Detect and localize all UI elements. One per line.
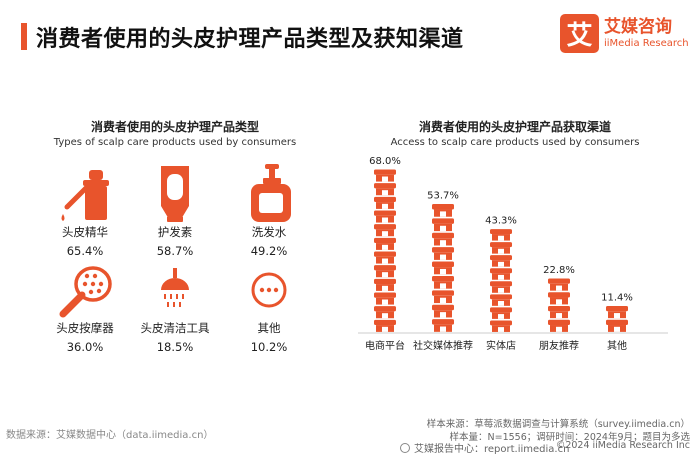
brand-name-en: iiMedia Research [604, 37, 689, 49]
product-item-other: 其他 10.2% [224, 264, 314, 354]
store-icon [548, 278, 570, 291]
store-icon [374, 278, 396, 291]
store-icon [548, 306, 570, 319]
store-icon [432, 275, 454, 289]
store-icon [432, 290, 454, 304]
product-value: 18.5% [156, 340, 194, 354]
store-icon [374, 237, 396, 250]
store-icon [490, 229, 512, 241]
store-icon [374, 265, 396, 278]
product-label: 其他 [257, 321, 281, 335]
store-icon [374, 169, 396, 182]
product-item-serum: 头皮精华 65.4% [40, 162, 130, 258]
store-icon [432, 232, 454, 246]
shower-head-icon [161, 268, 189, 307]
bar-2 [490, 229, 512, 332]
store-icon [432, 203, 454, 217]
store-icon [374, 251, 396, 264]
brand-logo: 艾 艾媒咨询 iiMedia Research [560, 14, 689, 53]
product-item-shampoo: 洗发水 49.2% [224, 162, 314, 258]
access-channel-chart: 68.0% 电商平台 53.7% 社交媒体推荐 43.3% 实体店 22.8% 朋友推荐 11.… [358, 156, 668, 352]
brand-name-cn: 艾媒咨询 [604, 16, 672, 37]
store-icon [606, 306, 628, 319]
scalp-massager-brush-icon [59, 266, 112, 318]
bar-4 [606, 306, 628, 332]
store-icon [374, 224, 396, 237]
store-icon [374, 210, 396, 223]
data-label: 68.0% [369, 156, 401, 167]
category-label: 社交媒体推荐 [413, 339, 473, 352]
store-icon [432, 247, 454, 260]
store-icon [490, 268, 512, 280]
category-label: 电商平台 [365, 339, 405, 352]
bar-3 [548, 278, 570, 332]
store-icon [490, 307, 512, 319]
product-value: 36.0% [66, 340, 104, 354]
store-icon [548, 292, 570, 305]
store-icon [490, 255, 512, 267]
sample-info: 样本量：N=1556；调研时间：2024年9月；题目为多选 [449, 432, 690, 443]
store-icon [490, 320, 512, 332]
store-icon [432, 304, 454, 318]
product-label: 洗发水 [251, 225, 287, 239]
category-label: 其他 [607, 339, 627, 352]
store-icon [374, 306, 396, 319]
serum-dropper-icon [61, 170, 109, 221]
bar-0 [374, 169, 396, 332]
store-icon [432, 319, 454, 332]
product-label: 头皮按摩器 [56, 321, 114, 335]
product-value: 58.7% [156, 244, 194, 258]
store-icon [490, 281, 512, 293]
product-value: 65.4% [66, 244, 104, 258]
chart-subtitle: Access to scalp care products used by co… [390, 137, 640, 148]
store-icon [548, 319, 570, 332]
product-value: 10.2% [250, 340, 288, 354]
data-label: 43.3% [485, 216, 517, 227]
shampoo-bottle-icon [251, 164, 291, 222]
store-icon [490, 242, 512, 254]
data-label: 22.8% [543, 265, 575, 276]
left-panel-title: 消费者使用的头皮护理产品类型 [90, 120, 259, 134]
data-label: 11.4% [601, 293, 633, 304]
store-icon [606, 319, 628, 332]
left-panel-subtitle: Types of scalp care products used by con… [53, 137, 297, 148]
store-icon [374, 292, 396, 305]
category-label: 实体店 [486, 339, 516, 352]
product-item-conditioner: 护发素 58.7% [130, 162, 220, 258]
store-icon [432, 218, 454, 232]
data-source: 数据来源：艾媒数据中心（data.iimedia.cn） [6, 430, 214, 441]
report-center: 艾媒报告中心：report.iimedia.cn [400, 440, 569, 455]
chart-title: 消费者使用的头皮护理产品获取渠道 [418, 120, 611, 134]
report-link-text: 艾媒报告中心：report.iimedia.cn [414, 444, 570, 455]
brand-mark-icon: 艾 [560, 14, 599, 53]
category-label: 朋友推荐 [539, 339, 579, 352]
store-icon [490, 294, 512, 306]
data-label: 53.7% [427, 190, 459, 201]
product-item-cleaning-tool: 头皮清洁工具 18.5% [130, 264, 220, 354]
product-label: 头皮精华 [62, 225, 108, 239]
store-icon [374, 196, 396, 209]
more-dots-icon [251, 272, 287, 308]
product-value: 49.2% [250, 244, 288, 258]
title-accent-bar [21, 23, 27, 50]
store-icon [374, 319, 396, 332]
copyright: ©2024 iiMedia Research Inc [555, 440, 690, 451]
product-label: 护发素 [157, 225, 193, 239]
conditioner-tube-icon [161, 166, 189, 222]
product-label: 头皮清洁工具 [140, 321, 210, 335]
globe-icon [400, 442, 410, 453]
sample-source: 样本来源：草莓派数据调查与计算系统（survey.iimedia.cn） [426, 419, 690, 430]
store-icon [432, 261, 454, 275]
bar-1 [432, 203, 454, 332]
store-icon [374, 183, 396, 196]
product-item-massager: 头皮按摩器 36.0% [40, 264, 130, 354]
page-title: 消费者使用的头皮护理产品类型及获知渠道 [36, 27, 464, 52]
